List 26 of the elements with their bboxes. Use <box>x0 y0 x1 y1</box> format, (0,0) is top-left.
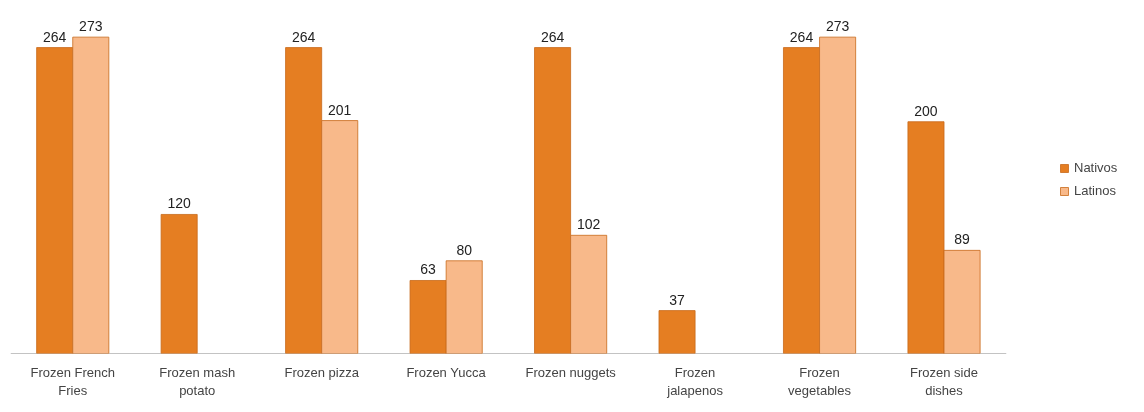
data-label: 102 <box>576 216 601 233</box>
data-label: 37 <box>669 291 686 308</box>
data-label: 273 <box>79 18 103 35</box>
x-tick-label: Frozen vegetables <box>788 364 852 398</box>
x-tick-label: Frozen pizza <box>284 364 360 380</box>
data-label: 89 <box>954 231 971 248</box>
x-tick-label: Frozen French Fries <box>30 364 116 398</box>
legend-label: Nativos <box>1074 160 1119 175</box>
data-label: 120 <box>167 195 192 212</box>
data-label: 264 <box>540 28 565 45</box>
data-label: 201 <box>328 101 352 118</box>
x-tick-label: Frozen side dishes <box>910 364 978 398</box>
data-label: 80 <box>456 241 473 258</box>
x-tick-label: Frozen jalapenos <box>666 364 724 398</box>
data-label: 273 <box>825 18 850 35</box>
legend-label: Latinos <box>1074 183 1117 198</box>
x-tick-label: Frozen nuggets <box>525 364 617 380</box>
data-label: 264 <box>291 28 316 45</box>
data-label: 264 <box>789 28 814 45</box>
bar <box>160 214 198 354</box>
x-tick-label: Frozen mash potato <box>159 364 236 398</box>
data-label: 63 <box>420 261 437 278</box>
data-label: 200 <box>914 102 938 119</box>
data-label: 264 <box>43 28 67 45</box>
bar <box>658 310 696 354</box>
x-tick-label: Frozen Yucca <box>406 364 487 380</box>
